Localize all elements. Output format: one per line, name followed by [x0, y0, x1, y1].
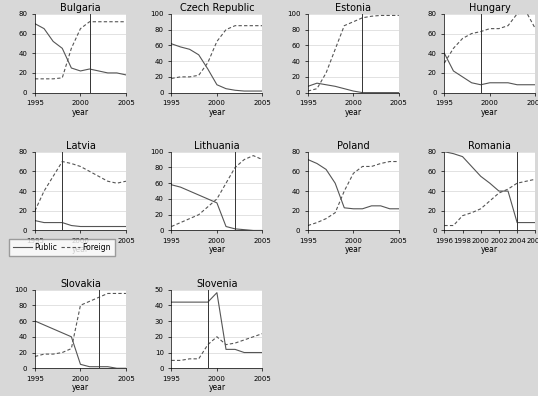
X-axis label: year: year [208, 108, 225, 117]
Title: Slovenia: Slovenia [196, 279, 238, 289]
Legend: Public, Foreign: Public, Foreign [9, 239, 115, 255]
X-axis label: year: year [72, 108, 89, 117]
Title: Estonia: Estonia [335, 3, 371, 13]
X-axis label: year: year [72, 383, 89, 392]
X-axis label: year: year [72, 246, 89, 255]
Title: Romania: Romania [469, 141, 511, 151]
X-axis label: year: year [345, 246, 362, 255]
Title: Latvia: Latvia [66, 141, 95, 151]
Title: Lithuania: Lithuania [194, 141, 240, 151]
Title: Slovakia: Slovakia [60, 279, 101, 289]
Title: Poland: Poland [337, 141, 370, 151]
X-axis label: year: year [345, 108, 362, 117]
X-axis label: year: year [208, 383, 225, 392]
Title: Hungary: Hungary [469, 3, 511, 13]
X-axis label: year: year [208, 246, 225, 255]
X-axis label: year: year [482, 246, 498, 255]
X-axis label: year: year [482, 108, 498, 117]
Title: Czech Republic: Czech Republic [180, 3, 254, 13]
Title: Bulgaria: Bulgaria [60, 3, 101, 13]
